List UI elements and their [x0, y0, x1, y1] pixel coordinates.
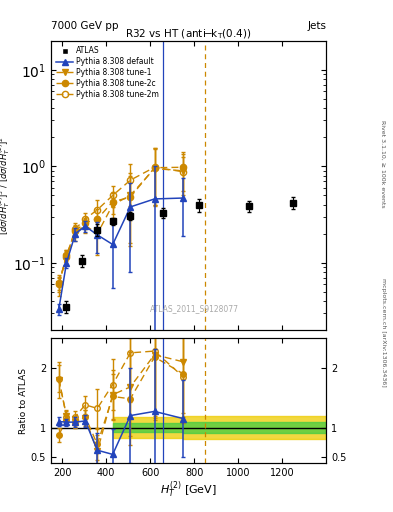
Text: 7000 GeV pp: 7000 GeV pp — [51, 21, 119, 31]
Legend: ATLAS, Pythia 8.308 default, Pythia 8.308 tune-1, Pythia 8.308 tune-2c, Pythia 8: ATLAS, Pythia 8.308 default, Pythia 8.30… — [55, 45, 161, 100]
Text: ATLAS_2011_S9128077: ATLAS_2011_S9128077 — [150, 304, 239, 313]
Y-axis label: $[d\sigma/dH_T^{(2)}]^3$ / $[d\sigma/dH_T^{(2)}]^2$: $[d\sigma/dH_T^{(2)}]^3$ / $[d\sigma/dH_… — [0, 136, 12, 235]
Text: mcplots.cern.ch [arXiv:1306.3436]: mcplots.cern.ch [arXiv:1306.3436] — [381, 279, 386, 387]
Y-axis label: Ratio to ATLAS: Ratio to ATLAS — [19, 368, 28, 434]
X-axis label: $H_T^{(2)}$ [GeV]: $H_T^{(2)}$ [GeV] — [160, 480, 217, 500]
Text: Rivet 3.1.10, ≥ 100k events: Rivet 3.1.10, ≥ 100k events — [381, 120, 386, 208]
Text: Jets: Jets — [307, 21, 326, 31]
Title: R32 vs HT $\mathsf{(anti\!\!-\!\!k_T(0.4))}$: R32 vs HT $\mathsf{(anti\!\!-\!\!k_T(0.4… — [125, 27, 252, 40]
